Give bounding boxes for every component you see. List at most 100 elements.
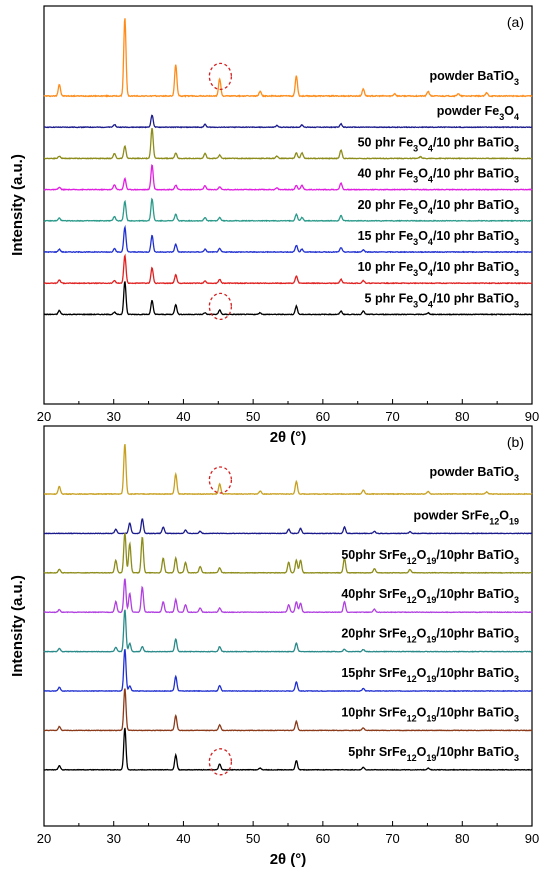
x-tick-label: 40 — [176, 831, 190, 846]
series-label-part: /10phr BaTiO — [436, 587, 514, 601]
series-label-part: 3 — [514, 268, 519, 278]
series-label-part: /10phr BaTiO — [436, 745, 514, 759]
y-axis-title: Intensity (a.u.) — [9, 575, 26, 677]
series-label-part: 4 — [428, 268, 433, 278]
series-label: powder SrFe12O19 — [414, 508, 519, 526]
x-tick-label: 20 — [37, 831, 51, 846]
series-label-part: powder SrFe — [414, 508, 490, 522]
series-line — [43, 609, 533, 653]
series-line — [43, 224, 533, 254]
series-label-part: 3 — [514, 473, 519, 483]
series-label-part: 3 — [514, 674, 519, 684]
x-tick-label: 80 — [455, 409, 469, 424]
series-label-part: /10 phr BaTiO — [433, 260, 514, 274]
series-label: 20 phr Fe3O4/10 phr BaTiO3 — [358, 198, 519, 216]
series-label-part: 40 phr Fe — [358, 167, 414, 181]
series-label-part: O — [417, 666, 427, 680]
series-label-part: O — [417, 705, 427, 719]
series-label-part: powder Fe — [437, 104, 500, 118]
series-label-part: O — [418, 291, 428, 305]
series-label-part: 19 — [426, 635, 436, 645]
series-label-part: 3 — [514, 143, 519, 153]
series-label-part: /10phr BaTiO — [436, 627, 514, 641]
series-label-part: 12 — [407, 556, 417, 566]
series-label-part: 19 — [509, 516, 519, 526]
x-tick-label: 60 — [316, 831, 330, 846]
series-label-part: 20phr SrFe — [341, 627, 406, 641]
series-label-part: 5 phr Fe — [365, 291, 414, 305]
series-label-part: 3 — [413, 237, 418, 247]
series-label: powder Fe3O4 — [437, 104, 519, 122]
x-tick-label: 90 — [525, 831, 539, 846]
x-tick-label: 70 — [385, 409, 399, 424]
x-tick-label: 60 — [316, 409, 330, 424]
x-tick-label: 80 — [455, 831, 469, 846]
series-label: 15 phr Fe3O4/10 phr BaTiO3 — [358, 229, 519, 247]
series-label-part: 4 — [514, 112, 519, 122]
x-axis-title: 2θ (°) — [270, 851, 307, 868]
series-label-part: /10phr BaTiO — [436, 548, 514, 562]
series-label-part: 4 — [428, 143, 433, 153]
x-tick-label: 30 — [106, 831, 120, 846]
series-label-part: 3 — [514, 753, 519, 763]
panel-b-chart: 20 30 40 50 60 70 80 90 2θ (°) Intensity (a.u.) (b… — [9, 425, 539, 868]
series-label-part: 40phr SrFe — [341, 587, 406, 601]
series-label-part: O — [418, 229, 428, 243]
series-line — [43, 164, 533, 191]
series-label-part: powder BaTiO — [429, 69, 514, 83]
y-axis-title: Intensity (a.u.) — [9, 154, 26, 256]
series-label-part: 20 phr Fe — [358, 198, 414, 212]
series-label-part: 50phr SrFe — [341, 548, 406, 562]
series-label: 20phr SrFe12O19/10phr BaTiO3 — [341, 627, 519, 645]
series-label-part: O — [417, 548, 427, 562]
series-label-part: O — [418, 198, 428, 212]
panel-label: (b) — [507, 434, 524, 450]
series-label-part: 3 — [514, 713, 519, 723]
highlight-circle — [208, 292, 233, 321]
series-label-part: 3 — [514, 77, 519, 87]
series-label-part: O — [418, 167, 428, 181]
series-line — [43, 197, 533, 223]
series-label-part: 4 — [428, 299, 433, 309]
series-label-part: O — [417, 587, 427, 601]
series-line — [43, 727, 533, 771]
panel-a-chart: 20 30 40 50 60 70 80 90 2θ (°) Intensity (a.u.) (a… — [9, 5, 539, 446]
highlight-circle — [208, 466, 233, 494]
series-label-part: /10phr BaTiO — [436, 666, 514, 680]
series-label-part: 4 — [428, 206, 433, 216]
series-label-part: 4 — [428, 175, 433, 185]
series-line — [43, 127, 533, 160]
series-label: powder BaTiO3 — [429, 69, 519, 87]
series-label-part: 12 — [407, 635, 417, 645]
series-label: 10 phr Fe3O4/10 phr BaTiO3 — [358, 260, 519, 278]
series-label-part: 12 — [407, 595, 417, 605]
series-label-part: 10 phr Fe — [358, 260, 414, 274]
series-label-part: /10phr BaTiO — [436, 705, 514, 719]
series-label-part: /10 phr BaTiO — [433, 198, 514, 212]
series-label-part: 3 — [514, 175, 519, 185]
series-label-part: 19 — [426, 595, 436, 605]
series-label-part: 3 — [413, 143, 418, 153]
series-label: 50phr SrFe12O19/10phr BaTiO3 — [341, 548, 519, 566]
series-label-part: 3 — [499, 112, 504, 122]
highlight-circle — [208, 748, 233, 776]
series-label-part: 19 — [426, 713, 436, 723]
series-line — [43, 444, 533, 496]
series-label-part: O — [499, 508, 509, 522]
series-label-part: 15phr SrFe — [341, 666, 406, 680]
x-tick-label: 50 — [246, 831, 260, 846]
series-label-part: 3 — [514, 206, 519, 216]
x-tick-label: 40 — [176, 409, 190, 424]
series-line — [43, 18, 533, 98]
x-tick-label: 50 — [246, 409, 260, 424]
series-label-part: 5phr SrFe — [348, 745, 406, 759]
series-label: 15phr SrFe12O19/10phr BaTiO3 — [341, 666, 519, 684]
series-label: powder BaTiO3 — [429, 465, 519, 483]
series-label-part: O — [417, 627, 427, 641]
series-label: 40 phr Fe3O4/10 phr BaTiO3 — [358, 167, 519, 185]
series-line — [43, 114, 533, 129]
series-label-part: powder BaTiO — [429, 465, 514, 479]
series-label: 5 phr Fe3O4/10 phr BaTiO3 — [365, 291, 519, 309]
series-label-part: 3 — [413, 299, 418, 309]
